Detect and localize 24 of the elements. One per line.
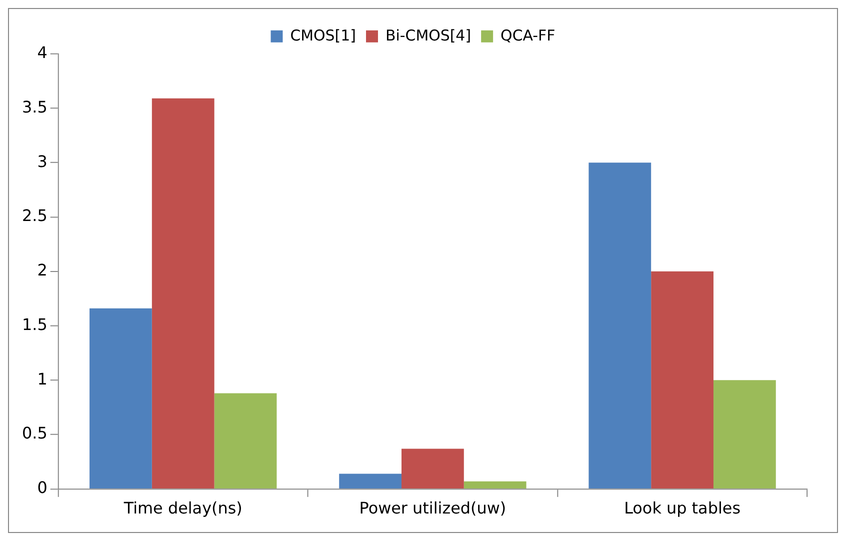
legend-label: CMOS[1] xyxy=(290,26,356,44)
y-tick-label: 4 xyxy=(37,42,48,62)
bar xyxy=(214,393,277,488)
bar xyxy=(713,380,776,488)
legend-label: Bi-CMOS[4] xyxy=(385,26,472,44)
x-tick-label: Look up tables xyxy=(624,498,740,518)
bar xyxy=(339,474,402,488)
y-tick-label: 0.5 xyxy=(22,424,48,443)
y-tick-label: 0 xyxy=(37,478,48,498)
y-tick-label: 1 xyxy=(37,369,48,388)
bar xyxy=(90,308,152,488)
bar xyxy=(152,98,214,488)
y-tick-label: 1.5 xyxy=(22,314,48,334)
bar xyxy=(651,271,714,488)
x-tick-label: Time delay(ns) xyxy=(122,498,242,518)
y-tick-label: 2 xyxy=(37,260,48,280)
bar xyxy=(402,448,464,488)
x-tick-label: Power utilized(uw) xyxy=(359,498,506,518)
bar xyxy=(464,481,526,488)
bar xyxy=(588,162,652,488)
y-tick-label: 2.5 xyxy=(22,206,48,226)
y-tick-label: 3.5 xyxy=(22,97,48,116)
y-tick-label: 3 xyxy=(37,152,48,171)
legend-label: QCA-FF xyxy=(500,26,556,44)
